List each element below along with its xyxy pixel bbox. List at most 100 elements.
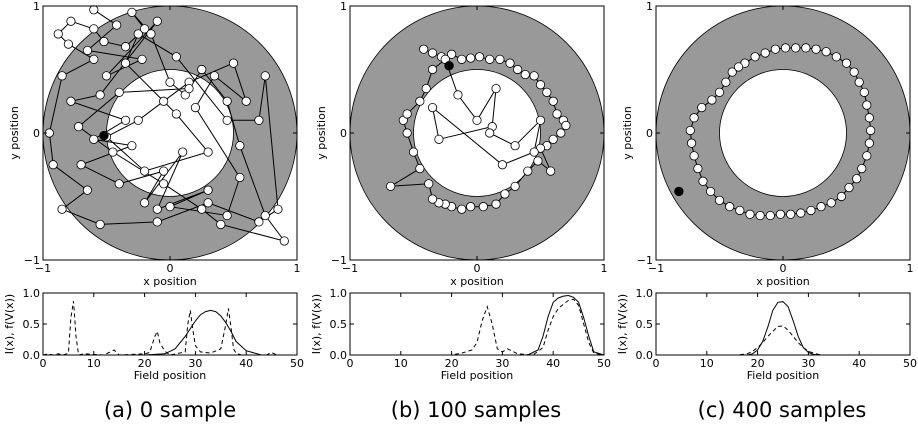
sample-point <box>561 120 571 130</box>
plot-background <box>350 293 604 355</box>
sample-point <box>689 151 699 161</box>
sample-point <box>419 44 429 54</box>
sample-point <box>780 43 791 53</box>
sample-point <box>770 44 780 54</box>
sample-point <box>222 96 232 106</box>
sample-point <box>796 208 806 218</box>
sample-point <box>693 163 703 174</box>
x-tick-label: 40 <box>852 357 866 370</box>
y-tick-label: 0.0 <box>330 349 348 362</box>
current-point <box>99 130 109 141</box>
sample-point <box>714 87 725 97</box>
y-tick-label: 1.0 <box>636 287 654 300</box>
y-tick-label: 1.0 <box>23 287 41 300</box>
sample-point <box>485 128 495 138</box>
y-tick-label: −1 <box>637 254 653 267</box>
dashed-series-line <box>42 301 297 356</box>
sample-point <box>862 151 872 161</box>
sample-point <box>222 115 232 125</box>
sample-point <box>505 58 515 68</box>
y-tick-label: 1 <box>33 0 40 13</box>
sample-point <box>165 77 175 87</box>
sample-point <box>112 20 122 30</box>
x-tick-label: 40 <box>239 357 253 370</box>
annulus-panel-a: −1−1 0 0 1 1 x position y position <box>8 0 301 288</box>
x-axis-label: x position <box>450 275 504 288</box>
x-tick-label: 1 <box>294 262 301 275</box>
sample-point <box>750 52 760 62</box>
y-tick-label: 0 <box>33 127 40 140</box>
sample-point <box>533 156 543 166</box>
sample-point <box>95 90 105 100</box>
plot-background <box>656 293 910 355</box>
sample-point <box>427 194 438 204</box>
x-tick-label: −1 <box>342 262 358 275</box>
sample-point <box>216 219 226 230</box>
sample-point <box>120 115 131 125</box>
sample-point <box>513 64 523 75</box>
y-tick-label: 0.5 <box>23 318 41 331</box>
sample-point <box>108 147 118 157</box>
x-axis-label: Field position <box>747 369 819 382</box>
sample-point <box>114 87 124 97</box>
plot-background <box>43 293 297 355</box>
sample-point <box>279 236 289 246</box>
sample-point <box>816 202 826 212</box>
sample-point <box>408 147 419 157</box>
sample-point <box>140 198 150 208</box>
sample-point <box>453 90 463 100</box>
sample-point <box>491 83 501 94</box>
sample-point <box>862 100 872 110</box>
annulus-inner <box>106 69 234 197</box>
sample-point <box>698 176 708 186</box>
sample-point <box>402 128 412 138</box>
sample-point <box>209 71 220 81</box>
sample-point <box>140 24 150 34</box>
sample-point <box>82 45 93 56</box>
sample-point <box>523 166 533 176</box>
y-tick-label: 1 <box>340 0 347 13</box>
sample-point <box>735 205 745 216</box>
y-axis-label: y position <box>8 106 21 160</box>
sample-point <box>495 54 505 64</box>
x-tick-label: −1 <box>35 262 51 275</box>
sample-point <box>864 113 874 123</box>
y-tick-label: 0 <box>340 127 347 140</box>
sample-point <box>535 80 546 90</box>
sample-point <box>866 125 876 136</box>
annulus-panel-b: −1−1 0 0 1 1 x position y position <box>315 0 608 288</box>
y-axis-label: I(x), f(V(x)) <box>616 294 629 354</box>
sample-point <box>424 179 434 189</box>
sample-point <box>725 202 735 212</box>
x-tick-label: 1 <box>907 262 914 275</box>
field-panel-c: 0 10 20 30 40 50 0.0 0.5 1.0 Field position I(x), … <box>616 287 917 382</box>
sample-point <box>706 186 716 197</box>
sample-point <box>854 77 864 87</box>
sample-point <box>529 147 539 157</box>
solid-series-line <box>43 309 297 356</box>
y-tick-label: 1 <box>646 0 653 13</box>
sample-point <box>159 96 169 106</box>
sample-point <box>831 52 841 62</box>
caption-c: (c) 400 samples <box>698 398 867 422</box>
sample-point <box>707 95 717 105</box>
x-tick-label: 0 <box>347 357 354 370</box>
x-tick-label: 0 <box>167 262 174 275</box>
sample-point <box>260 210 270 221</box>
sample-point <box>806 205 816 216</box>
sample-point <box>686 138 697 148</box>
sample-point <box>457 54 467 64</box>
x-axis-label: x position <box>756 275 810 288</box>
x-tick-label: 0 <box>780 262 787 275</box>
caption-b: (b) 100 samples <box>391 398 561 422</box>
sample-point <box>89 134 99 144</box>
x-tick-label: 10 <box>700 357 714 370</box>
sample-point <box>95 219 105 230</box>
sample-point <box>520 69 530 80</box>
x-tick-label: 20 <box>138 357 152 370</box>
sample-point <box>228 58 239 68</box>
sample-point <box>152 204 162 214</box>
sample-point <box>548 96 558 106</box>
sample-point <box>140 166 150 176</box>
